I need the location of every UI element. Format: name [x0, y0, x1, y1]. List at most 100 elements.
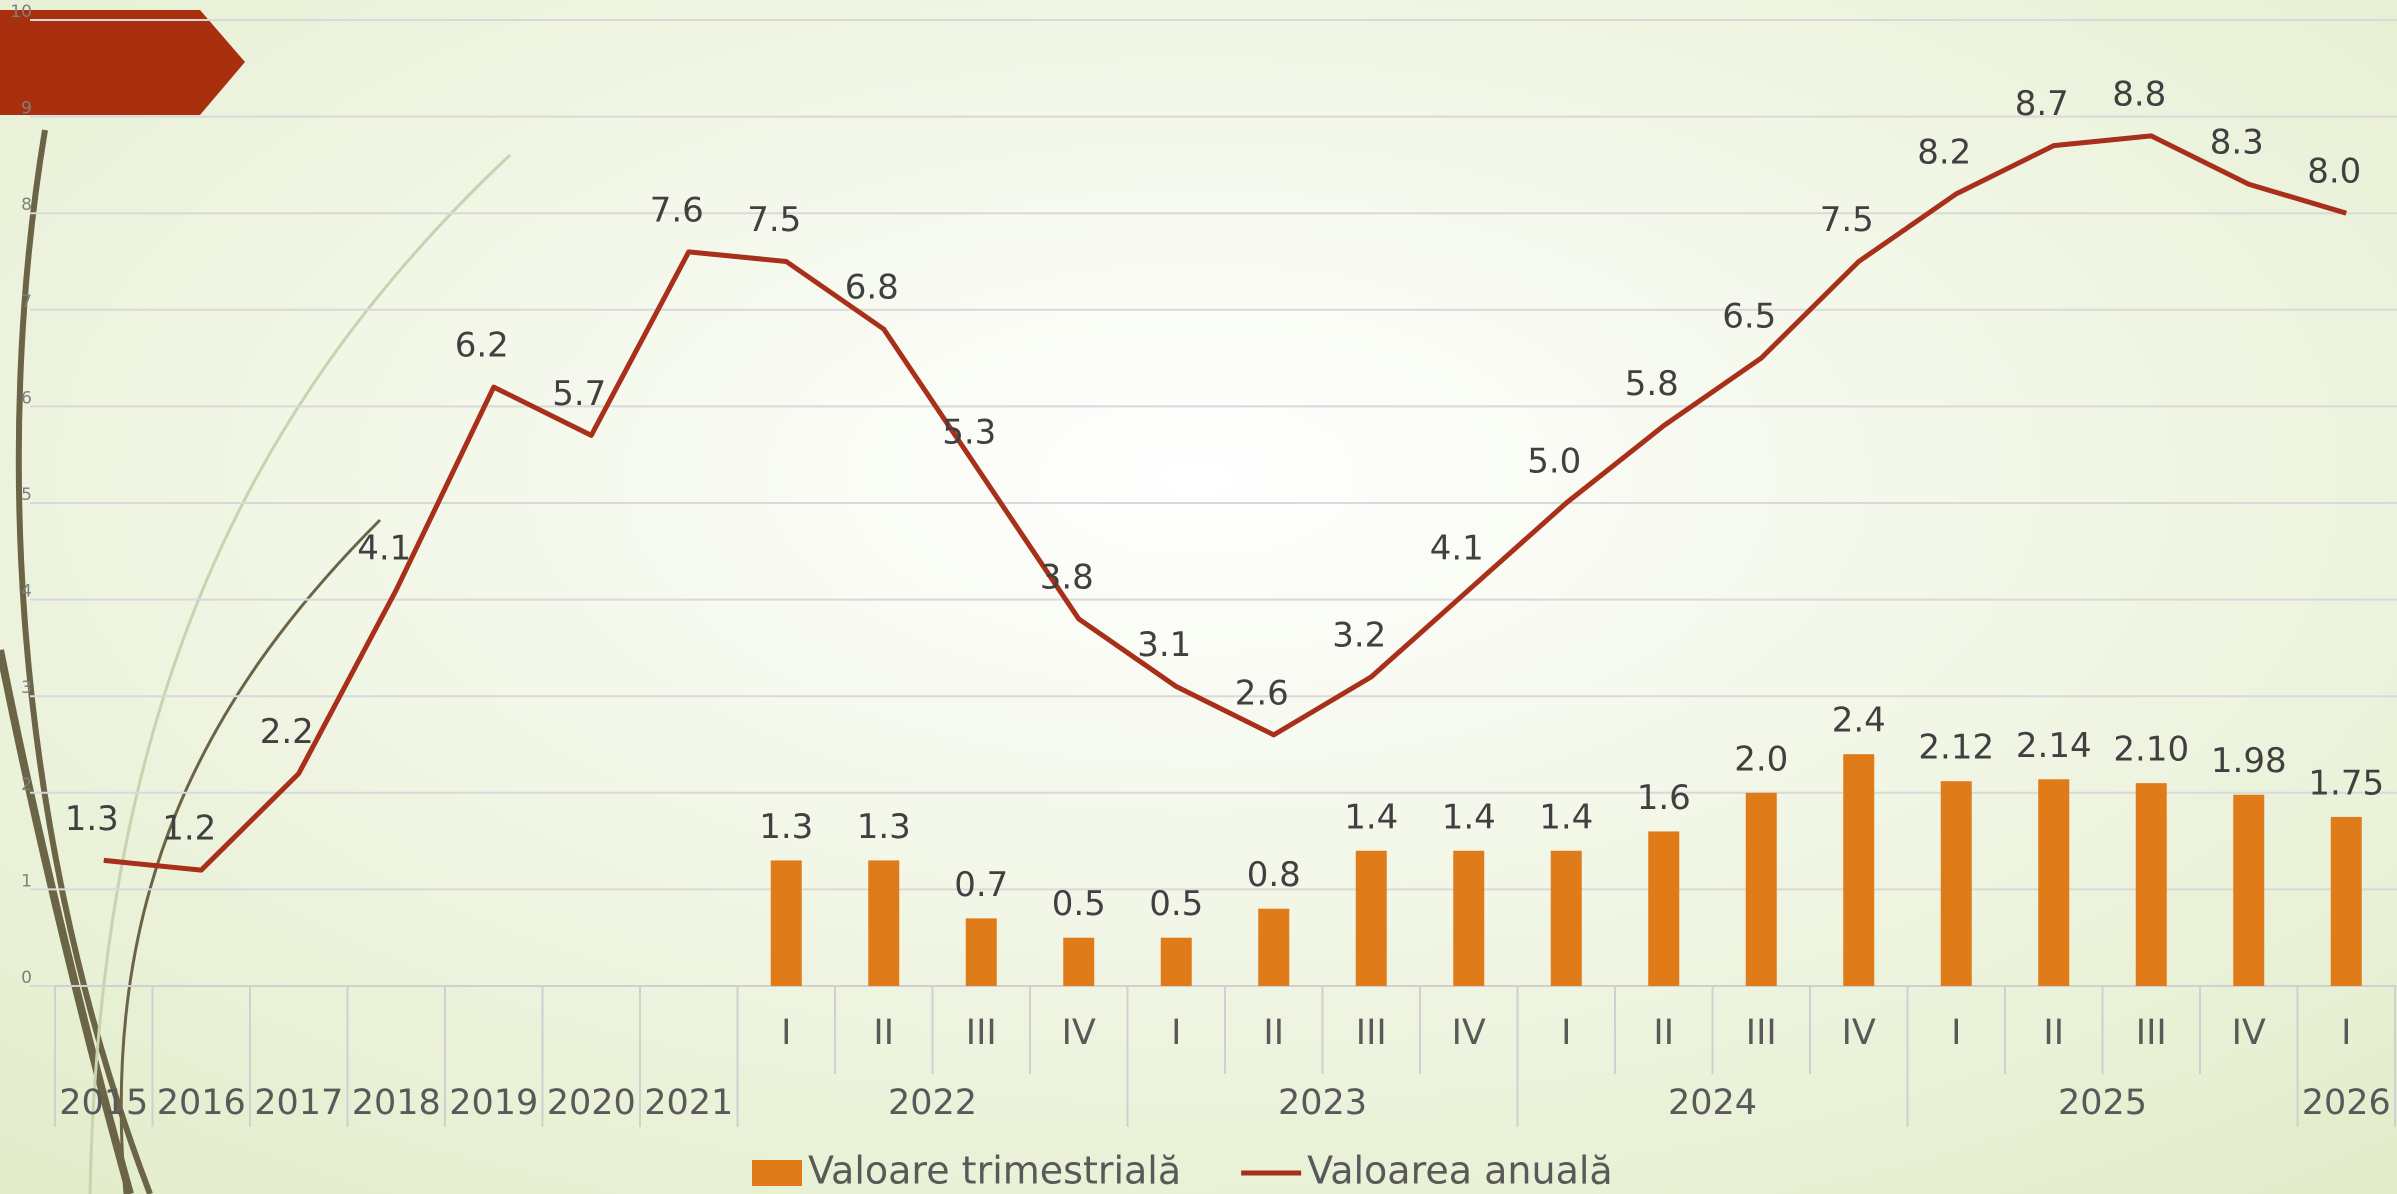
data-label: 1.3	[759, 807, 813, 847]
plot: 0 1 2 3 4 5 6 7 8 9 10 2015 2016 2017 2018 2019 2020 2021…	[10, 2, 2397, 1193]
bar	[2330, 816, 2362, 986]
y-tick-label: 8	[21, 195, 32, 215]
data-label: 2.0	[1734, 739, 1788, 779]
y-tick-label: 1	[21, 871, 32, 891]
data-label: 7.5	[1820, 200, 1874, 240]
data-label: 0.5	[1052, 884, 1106, 924]
bar	[2038, 779, 2070, 986]
bar	[965, 918, 997, 986]
x-group-label: 2022	[888, 1083, 977, 1123]
bar	[1453, 850, 1485, 986]
data-label: 1.75	[2308, 763, 2384, 803]
data-label: 2.6	[1235, 673, 1289, 713]
x-tick-label: 2020	[547, 1083, 636, 1123]
x-tick-label: 2015	[59, 1083, 148, 1123]
y-tick-label: 4	[21, 582, 32, 602]
data-label: 8.2	[1917, 132, 1971, 172]
data-label: 4.1	[1430, 528, 1484, 568]
x-tick-label: 2016	[157, 1083, 246, 1123]
bar	[1940, 781, 1972, 986]
x-tick-label: I	[1951, 1013, 1961, 1053]
y-tick-label: 3	[21, 678, 32, 698]
data-label: 0.8	[1247, 855, 1301, 895]
x-tick-label: III	[1746, 1013, 1777, 1053]
x-tick-label: I	[1561, 1013, 1571, 1053]
x-group-label: 2025	[2058, 1083, 2147, 1123]
data-label: 1.3	[65, 799, 119, 839]
decor-curve	[119, 518, 382, 1194]
x-tick-label: II	[873, 1013, 894, 1053]
decor-curve	[15, 129, 153, 1194]
data-label: 3.2	[1332, 615, 1386, 655]
data-label: 1.2	[162, 809, 216, 849]
data-label: 8.7	[2015, 84, 2069, 124]
x-tick-label: II	[1263, 1013, 1284, 1053]
bar	[1063, 937, 1095, 986]
data-label: 1.3	[857, 807, 911, 847]
decor-curve	[0, 649, 134, 1194]
data-label: 2.2	[260, 712, 314, 752]
data-label: 0.7	[954, 865, 1008, 905]
data-label: 5.0	[1527, 442, 1581, 482]
x-tick-label: IV	[1062, 1013, 1096, 1053]
x-tick-label: 2019	[449, 1083, 538, 1123]
data-label: 1.4	[1344, 797, 1398, 837]
data-label: 5.3	[942, 413, 996, 453]
data-label: 1.4	[1442, 797, 1496, 837]
y-tick-label: 9	[21, 99, 32, 119]
data-label: 6.2	[455, 326, 509, 366]
bar	[2233, 794, 2265, 986]
bar	[1355, 850, 1387, 986]
bar	[1160, 937, 1192, 986]
data-label: 1.6	[1637, 778, 1691, 818]
legend-label: Valoare trimestrială	[808, 1149, 1181, 1193]
data-label: 7.5	[747, 200, 801, 240]
x-tick-label: I	[2341, 1013, 2351, 1053]
data-label: 5.8	[1625, 364, 1679, 404]
x-tick-label: II	[2043, 1013, 2064, 1053]
data-label: 1.4	[1539, 797, 1593, 837]
x-tick-label: 2017	[254, 1083, 343, 1123]
data-label: 8.0	[2307, 152, 2361, 192]
x-tick-label: III	[1356, 1013, 1387, 1053]
data-label: 6.8	[845, 268, 899, 308]
line	[103, 133, 2347, 873]
x-tick-label: 2021	[644, 1083, 733, 1123]
y-tick-label: 10	[10, 2, 32, 22]
x-tick-label: IV	[1842, 1013, 1876, 1053]
data-label: 2.4	[1832, 701, 1886, 741]
y-tick-label: 7	[21, 292, 32, 312]
x-tick-label: IV	[2232, 1013, 2266, 1053]
banner	[0, 10, 245, 115]
data-label: 7.6	[650, 190, 704, 230]
data-label: 2.14	[2016, 726, 2092, 766]
data-label: 0.5	[1149, 884, 1203, 924]
data-label: 2.12	[1918, 728, 1994, 768]
bar	[770, 860, 802, 986]
data-label: 8.8	[2112, 74, 2166, 114]
x-tick-label: I	[781, 1013, 791, 1053]
x-group-label: 2024	[1668, 1083, 1757, 1123]
data-label: 4.1	[357, 528, 411, 568]
y-tick-label: 6	[21, 388, 32, 408]
x-tick-label: II	[1653, 1013, 1674, 1053]
legend-swatch	[752, 1160, 802, 1186]
bar	[2135, 783, 2167, 986]
x-tick-label: IV	[1452, 1013, 1486, 1053]
y-tick-label: 2	[21, 775, 32, 795]
data-label: 6.5	[1722, 297, 1776, 337]
bar	[868, 860, 900, 986]
bar	[1550, 850, 1582, 986]
decor-curve	[88, 153, 512, 1194]
x-group-label: 2026	[2302, 1083, 2391, 1123]
data-label: 5.7	[552, 374, 606, 414]
x-tick-label: 2018	[352, 1083, 441, 1123]
data-label: 3.1	[1137, 625, 1191, 665]
data-label: 8.3	[2210, 123, 2264, 163]
x-tick-label: I	[1171, 1013, 1181, 1053]
bar	[1648, 831, 1680, 986]
y-tick-label: 5	[21, 485, 32, 505]
x-tick-label: III	[966, 1013, 997, 1053]
